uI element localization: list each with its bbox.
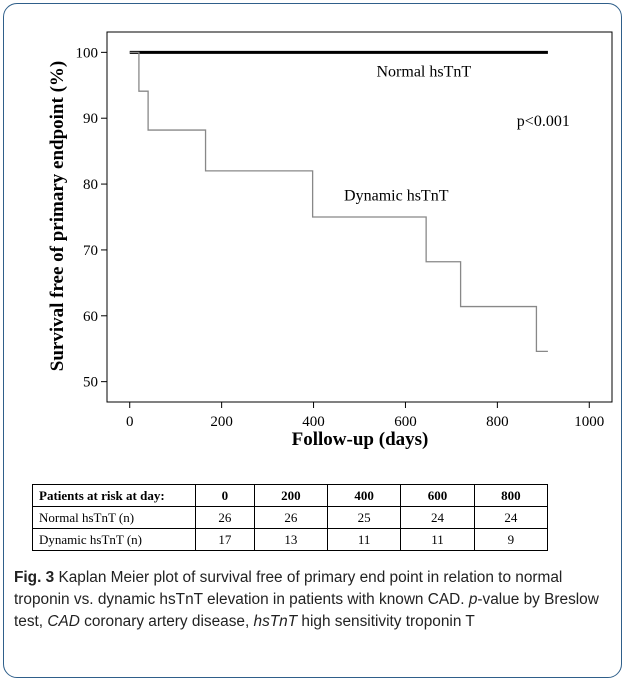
risk-cell: 11	[326, 528, 402, 551]
risk-header-day: 800	[473, 484, 549, 507]
y-tick-label: 80	[83, 177, 98, 193]
x-tick-label: 600	[394, 414, 417, 430]
risk-table-header: Patients at risk at day: 0 200 400 600 8…	[32, 484, 549, 507]
series-line-dynamic-hstnt	[129, 51, 548, 353]
y-tick-label: 100	[76, 45, 99, 61]
risk-cell: 24	[400, 506, 475, 529]
risk-header-day: 400	[326, 484, 402, 507]
figure-label: Fig. 3	[14, 569, 55, 586]
risk-row-label: Normal hsTnT (n)	[32, 506, 196, 529]
risk-row-normal: Normal hsTnT (n) 26 26 25 24 24	[32, 506, 549, 529]
caption-text: high sensitivity troponin T	[297, 613, 475, 630]
series-layer	[129, 50, 548, 353]
kaplan-meier-chart: 50 60 70 80 90 100 0 200 400 600 800 1000 Normal h…	[47, 31, 613, 450]
risk-header-day: 200	[253, 484, 328, 507]
chart-annotation: Normal hsTnT	[377, 64, 472, 81]
caption-text: -value by Breslow test,	[14, 591, 599, 630]
y-axis: 50 60 70 80 90 100	[76, 45, 107, 391]
risk-cell: 26	[253, 506, 328, 529]
risk-row-dynamic: Dynamic hsTnT (n) 17 13 11 11 9	[32, 528, 549, 551]
annotation-layer: Normal hsTnT p<0.001 Dynamic hsTnT	[344, 64, 570, 205]
x-axis: 0 200 400 600 800 1000	[126, 402, 604, 430]
x-tick-label: 0	[126, 414, 134, 430]
y-tick-label: 50	[83, 375, 98, 391]
x-tick-label: 200	[210, 414, 233, 430]
y-axis-label: Survival free of primary endpoint (%)	[47, 61, 68, 372]
x-tick-label: 1000	[574, 414, 604, 430]
figure-caption: Fig. 3 Kaplan Meier plot of survival fre…	[14, 567, 610, 633]
risk-header-day: 600	[400, 484, 475, 507]
x-tick-label: 400	[302, 414, 325, 430]
risk-cell: 9	[473, 528, 549, 551]
x-axis-label: Follow-up (days)	[292, 429, 429, 450]
caption-italic-cad: CAD	[47, 613, 80, 630]
risk-header-day: 0	[195, 484, 255, 507]
risk-cell: 11	[400, 528, 475, 551]
chart-annotation: Dynamic hsTnT	[344, 188, 449, 205]
risk-cell: 17	[195, 528, 255, 551]
y-tick-label: 70	[83, 243, 98, 259]
caption-italic-hstnt: hsTnT	[253, 613, 298, 630]
chart-annotation: p<0.001	[517, 113, 570, 130]
caption-text: Kaplan Meier plot of survival free of pr…	[14, 569, 563, 608]
risk-cell: 25	[326, 506, 402, 529]
y-tick-label: 60	[83, 309, 98, 325]
risk-header-label: Patients at risk at day:	[32, 484, 196, 507]
caption-text: coronary artery disease,	[79, 613, 254, 630]
risk-row-label: Dynamic hsTnT (n)	[32, 528, 196, 551]
y-tick-label: 90	[83, 111, 98, 127]
risk-cell: 26	[195, 506, 255, 529]
caption-italic-p: p	[468, 591, 478, 608]
risk-cell: 13	[253, 528, 328, 551]
x-tick-label: 800	[486, 414, 509, 430]
risk-table: Patients at risk at day: 0 200 400 600 8…	[32, 484, 549, 551]
risk-cell: 24	[473, 506, 549, 529]
